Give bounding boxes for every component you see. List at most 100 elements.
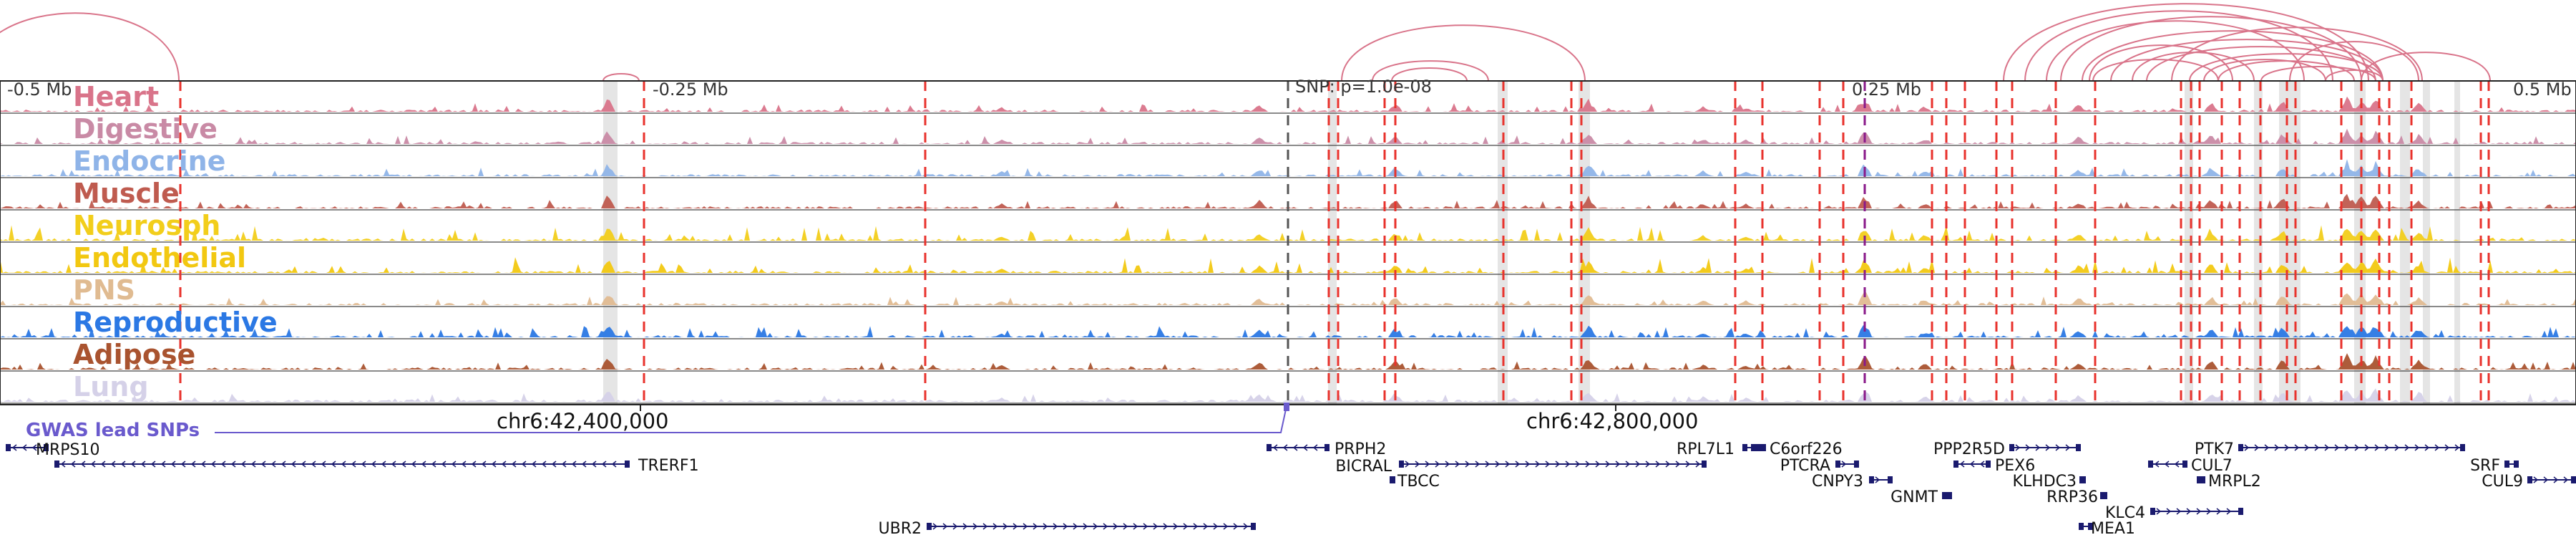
gene-klhdc3[interactable]: KLHDC3	[2012, 473, 2086, 491]
gene-gnmt[interactable]: GNMT	[1890, 488, 1952, 506]
strand-chevron	[240, 461, 246, 468]
strand-chevron	[311, 461, 316, 468]
gene-ptk7[interactable]: PTK7	[2195, 440, 2465, 458]
gene-exon	[2088, 523, 2093, 530]
gene-bicral[interactable]: BICRAL	[1335, 458, 1707, 476]
gene-trerf1[interactable]: TRERF1	[54, 457, 699, 475]
strand-chevron	[270, 461, 276, 468]
signal-area	[0, 353, 2576, 370]
strand-chevron	[521, 461, 527, 468]
gene-exon	[54, 461, 59, 468]
gene-cul9[interactable]: CUL9	[2482, 473, 2576, 491]
loop-arc	[2146, 46, 2376, 82]
strand-chevron	[2454, 444, 2460, 451]
strand-chevron	[611, 461, 617, 468]
gene-tbcc[interactable]: TBCC	[1390, 473, 1440, 491]
strand-chevron	[2206, 508, 2212, 515]
loop-arc	[2189, 53, 2384, 82]
track-label-endothelial: Endothelial	[73, 242, 246, 274]
gene-rrp36[interactable]: RRP36	[2046, 488, 2107, 506]
strand-chevron	[31, 444, 37, 451]
track-label-neurosph: Neurosph	[73, 210, 220, 241]
strand-chevron	[1415, 461, 1420, 468]
strand-chevron	[2166, 508, 2172, 515]
gene-cnpy3[interactable]: CNPY3	[1812, 473, 1893, 491]
coordinate-axis: chr6:42,400,000 chr6:42,800,000	[497, 405, 1699, 433]
highlight-band	[1328, 81, 1337, 405]
strand-chevron	[601, 461, 607, 468]
gene-klc4[interactable]: KLC4	[2105, 504, 2243, 522]
snp-pvalue-label: SNP: p=1.0e-08	[1295, 77, 1432, 97]
strand-chevron	[21, 444, 27, 451]
gene-exon	[2200, 476, 2205, 483]
strand-chevron	[361, 461, 366, 468]
gene-label: MRPS10	[36, 441, 100, 459]
strand-chevron	[541, 461, 547, 468]
strand-chevron	[2015, 444, 2021, 451]
gene-exon	[625, 461, 630, 468]
strand-chevron	[1103, 523, 1108, 530]
gene-label: PEX6	[1995, 457, 2035, 475]
gene-mea1[interactable]: MEA1	[2079, 520, 2135, 538]
gene-ppp2r5d[interactable]: PPP2R5D	[1933, 440, 2081, 458]
gene-ubr2[interactable]: UBR2	[879, 520, 1256, 538]
scale-left-label: -0.5 Mb	[7, 79, 72, 100]
strand-chevron	[1292, 444, 1298, 451]
strand-chevron	[1203, 523, 1209, 530]
gene-exon	[6, 444, 11, 451]
gene-exon	[1942, 492, 1947, 499]
strand-chevron	[190, 461, 196, 468]
strand-chevron	[2274, 444, 2280, 451]
signal-area	[0, 388, 2576, 402]
strand-chevron	[2164, 461, 2170, 468]
strand-chevron	[1959, 461, 1965, 468]
strand-chevron	[1535, 461, 1541, 468]
gene-label: RPL7L1	[1677, 440, 1735, 458]
strand-chevron	[1575, 461, 1581, 468]
strand-chevron	[1053, 523, 1058, 530]
strand-chevron	[100, 461, 106, 468]
gene-mrps10[interactable]: MRPS10	[6, 441, 100, 459]
strand-chevron	[501, 461, 507, 468]
gene-mrpl2[interactable]: MRPL2	[2197, 473, 2261, 491]
gene-label: CNPY3	[1812, 473, 1863, 491]
gene-label: TBCC	[1397, 473, 1440, 491]
gene-label: BICRAL	[1335, 458, 1392, 476]
strand-chevron	[591, 461, 597, 468]
strand-chevron	[451, 461, 457, 468]
strand-chevron	[1153, 523, 1158, 530]
strand-chevron	[2364, 444, 2370, 451]
strand-chevron	[1143, 523, 1148, 530]
highlight-band	[2454, 81, 2460, 405]
track-label-adipose: Adipose	[73, 339, 195, 370]
gene-cul7[interactable]: CUL7	[2148, 457, 2233, 475]
strand-chevron	[1979, 461, 1985, 468]
strand-chevron	[1312, 444, 1318, 451]
gene-ptcra[interactable]: PTCRA	[1780, 457, 1859, 475]
strand-chevron	[1063, 523, 1068, 530]
gene-label: TRERF1	[638, 457, 699, 475]
gene-label: GNMT	[1890, 488, 1938, 506]
gene-srf[interactable]: SRF	[2470, 457, 2519, 475]
gene-pex6[interactable]: PEX6	[1953, 457, 2035, 475]
gene-exon	[1267, 444, 1272, 451]
gene-c6orf226[interactable]: C6orf226	[1756, 440, 1843, 458]
strand-chevron	[1675, 461, 1681, 468]
track-label-muscle: Muscle	[73, 178, 180, 209]
strand-chevron	[1193, 523, 1199, 530]
gene-rpl7l1[interactable]: RPL7L1	[1677, 440, 1756, 458]
gwas-snp-marker[interactable]	[1284, 402, 1289, 411]
track-digestive	[0, 128, 2576, 146]
gene-exon	[1742, 444, 1747, 451]
gene-label: MRPL2	[2208, 473, 2261, 491]
loop-arc	[2361, 52, 2491, 82]
gene-prph2[interactable]: PRPH2	[1267, 440, 1386, 458]
gene-label: CUL9	[2482, 473, 2523, 491]
scale-left-mid-label: -0.25 Mb	[653, 79, 728, 100]
strand-chevron	[2404, 444, 2410, 451]
loop-arc	[2132, 52, 2255, 82]
gene-exon	[1756, 444, 1761, 451]
strand-chevron	[220, 461, 226, 468]
strand-chevron	[1405, 461, 1410, 468]
